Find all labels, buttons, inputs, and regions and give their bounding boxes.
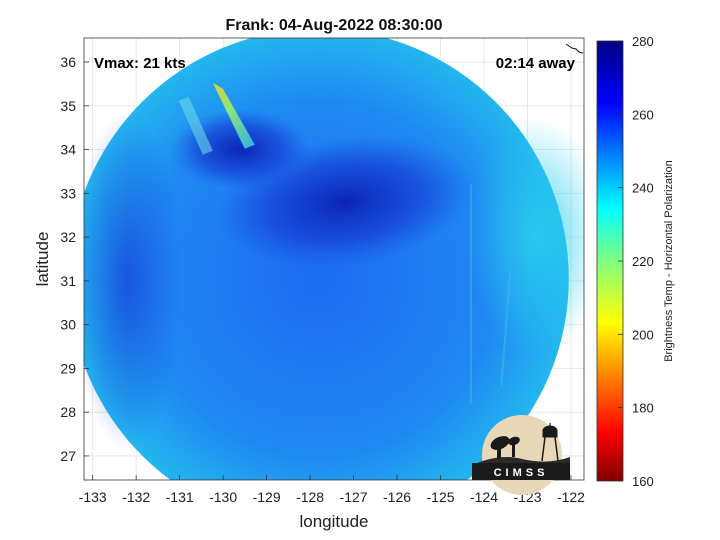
colorbar-tick-label: 220 <box>632 254 654 269</box>
swath-layer <box>84 38 584 480</box>
y-tick-label: 27 <box>60 448 76 464</box>
colorbar: 160 180 200 220 240 260 280 Brightness Temp - … <box>596 34 675 489</box>
satellite-dish-icon <box>490 436 520 459</box>
x-tick-label: -128 <box>296 489 324 505</box>
colorbar-tick-label: 180 <box>632 401 654 416</box>
warm-streak-secondary <box>178 96 213 155</box>
colorbar-ticks: 160 180 200 220 240 260 280 <box>618 34 654 489</box>
y-axis-title: latitude <box>33 232 52 287</box>
y-tick-label: 35 <box>60 98 76 114</box>
colorbar-tick-label: 280 <box>632 34 654 49</box>
x-tick-label: -124 <box>470 489 498 505</box>
x-tick-label: -127 <box>340 489 368 505</box>
x-tick-label: -122 <box>557 489 585 505</box>
water-tower-icon <box>541 423 559 462</box>
y-tick-label: 28 <box>60 404 76 420</box>
x-tick-label: -133 <box>79 489 107 505</box>
plot-frame <box>83 37 585 481</box>
west-cloud-band <box>84 110 183 451</box>
logo-banner <box>472 463 570 480</box>
x-tick-label: -132 <box>122 489 150 505</box>
y-tick-label: 34 <box>60 142 76 158</box>
distance-annotation: 02:14 away <box>496 55 576 72</box>
cimss-logo: CIMSS <box>472 415 570 495</box>
colorbar-tick-label: 240 <box>632 181 654 196</box>
y-tick-label: 33 <box>60 185 76 201</box>
y-axis: 27 28 29 30 31 32 33 34 35 36 <box>60 54 89 464</box>
colorbar-title: Brightness Temp - Horizontal Polarizatio… <box>663 160 675 362</box>
x-tick-label: -125 <box>427 489 455 505</box>
east-warm-region <box>466 117 584 358</box>
x-tick-label: -131 <box>166 489 194 505</box>
colorbar-tick-label: 160 <box>632 474 654 489</box>
vmax-annotation: Vmax: 21 kts <box>94 55 186 72</box>
logo-text: CIMSS <box>494 467 549 479</box>
x-tick-label: -129 <box>253 489 281 505</box>
y-tick-label: 29 <box>60 360 76 376</box>
y-tick-label: 31 <box>60 273 76 289</box>
colorbar-tick-label: 260 <box>632 107 654 122</box>
x-tick-label: -130 <box>209 489 237 505</box>
x-axis: -133 -132 -131 -130 -129 -128 -127 -126 -125 -124… <box>79 475 585 505</box>
cold-core-north <box>170 109 311 190</box>
scan-seam <box>500 272 512 386</box>
y-tick-label: 32 <box>60 229 76 245</box>
colorbar-tick-label: 200 <box>632 327 654 342</box>
warm-streak <box>212 82 255 149</box>
y-tick-label: 36 <box>60 54 76 70</box>
x-axis-title: longitude <box>299 512 368 531</box>
y-tick-label: 30 <box>60 317 76 333</box>
chart-title: Frank: 04-Aug-2022 08:30:00 <box>226 17 443 34</box>
coastline <box>565 43 584 54</box>
microwave-swath <box>84 38 584 480</box>
x-tick-label: -126 <box>383 489 411 505</box>
plot-area: -133 -132 -131 -130 -129 -128 -127 -126 -125 -124… <box>60 37 585 505</box>
